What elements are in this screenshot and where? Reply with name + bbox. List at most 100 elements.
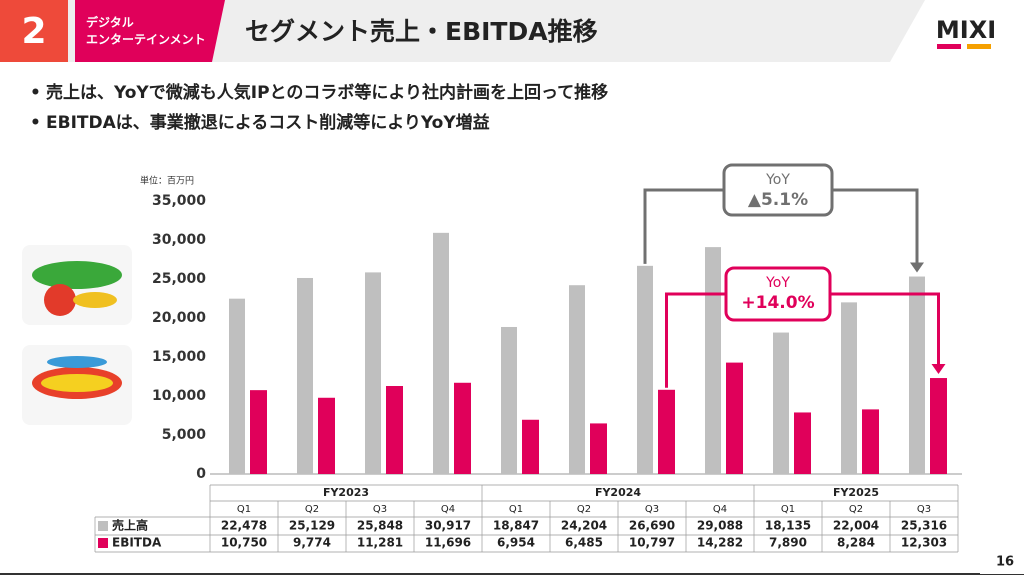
table-value: 30,917: [425, 519, 471, 533]
table-value: 11,696: [425, 536, 471, 550]
bar: [433, 232, 449, 474]
bar: [229, 298, 245, 474]
annotation-line: [643, 188, 724, 264]
table-value: 7,890: [769, 536, 807, 550]
section-number: 2: [21, 11, 46, 52]
annotation-label: YoY: [765, 275, 790, 291]
bar: [569, 285, 585, 474]
annotation-box: [722, 163, 834, 217]
bar: [250, 390, 267, 474]
bullet-dot: •: [30, 113, 41, 133]
y-tick-label: 20,000: [152, 310, 206, 326]
bar: [297, 277, 313, 474]
logo-bar: [967, 44, 991, 49]
y-tick-label: 0: [196, 466, 206, 482]
page-number-box: [980, 550, 1024, 574]
category-label: Q2: [577, 504, 591, 515]
annotation-arrow: [832, 188, 919, 265]
legend-label: EBITDA: [112, 536, 162, 550]
bar: [386, 386, 403, 474]
table-value: 24,204: [561, 519, 607, 533]
table-value: 9,774: [293, 536, 331, 550]
bullet-dot: •: [30, 83, 41, 103]
logo: MIXI: [936, 16, 996, 44]
category-label: Q3: [917, 504, 931, 515]
section-label: エンターテインメント: [86, 33, 206, 47]
table-value: 18,135: [765, 519, 811, 533]
table-value: 12,303: [901, 536, 947, 550]
legend-label: 売上高: [112, 518, 148, 533]
section-label: デジタル: [86, 15, 134, 30]
table-value: 25,848: [357, 519, 403, 533]
header-band: [60, 0, 925, 62]
table-value: 10,797: [629, 536, 675, 550]
bar: [794, 412, 811, 474]
unit-label: 単位：百万円: [140, 175, 194, 187]
category-label: Q1: [237, 504, 251, 515]
section-box: [75, 0, 225, 62]
bullet: EBITDAは、事業撤退によるコスト削減等によりYoY増益: [46, 112, 490, 133]
bar: [318, 397, 335, 474]
y-tick-label: 35,000: [152, 193, 206, 209]
logo-bar: [937, 44, 961, 49]
annotation-value: +14.0%: [741, 293, 814, 313]
bar: [365, 272, 381, 474]
group-label: FY2023: [323, 486, 369, 499]
game-logo: [22, 345, 132, 425]
table-value: 8,284: [837, 536, 875, 550]
category-label: Q3: [373, 504, 387, 515]
y-tick-label: 25,000: [152, 271, 206, 287]
arrow-head: [910, 262, 924, 273]
group-label: FY2025: [833, 486, 879, 499]
bar: [773, 332, 789, 474]
bar: [930, 378, 947, 474]
y-tick-label: 15,000: [152, 349, 206, 365]
annotation-arrow: [830, 292, 940, 367]
bar: [909, 276, 925, 474]
table-value: 25,316: [901, 519, 947, 533]
table-value: 22,004: [833, 519, 879, 533]
bullet: 売上は、YoYで微減も人気IPとのコラボ等により社内計画を上回って推移: [46, 82, 608, 103]
annotation-value: ▲5.1%: [748, 190, 808, 210]
category-label: Q2: [849, 504, 863, 515]
annotation-line: [665, 292, 726, 388]
slide-title: セグメント売上・EBITDA推移: [245, 17, 598, 46]
table-value: 26,690: [629, 519, 675, 533]
bar: [841, 302, 857, 474]
category-label: Q1: [781, 504, 795, 515]
arrow-head: [931, 364, 946, 375]
y-tick-label: 10,000: [152, 388, 206, 404]
bar: [522, 419, 539, 474]
table-value: 14,282: [697, 536, 743, 550]
annotation-label: YoY: [765, 172, 790, 188]
category-label: Q3: [645, 504, 659, 515]
bar: [658, 389, 675, 474]
game-logo: [22, 245, 132, 325]
legend-swatch: [98, 521, 108, 531]
category-label: Q1: [509, 504, 523, 515]
bar: [705, 247, 721, 474]
bar: [501, 326, 517, 474]
page-number: 16: [996, 555, 1014, 570]
category-label: Q2: [305, 504, 319, 515]
table-value: 11,281: [357, 536, 403, 550]
category-label: Q4: [441, 504, 455, 515]
y-tick-label: 30,000: [152, 232, 206, 248]
bar: [637, 265, 653, 474]
annotation-box: [724, 266, 832, 322]
table-value: 6,954: [497, 536, 535, 550]
bar: [726, 362, 743, 474]
table-value: 22,478: [221, 519, 267, 533]
bar: [454, 382, 471, 474]
group-label: FY2024: [595, 486, 641, 499]
y-tick-label: 5,000: [162, 427, 207, 443]
bar: [862, 409, 879, 474]
table-value: 10,750: [221, 536, 267, 550]
legend-swatch: [98, 538, 108, 548]
table-value: 6,485: [565, 536, 603, 550]
table-value: 18,847: [493, 519, 539, 533]
table-value: 25,129: [289, 519, 335, 533]
table-value: 29,088: [697, 519, 743, 533]
section-number-box: [0, 0, 68, 62]
